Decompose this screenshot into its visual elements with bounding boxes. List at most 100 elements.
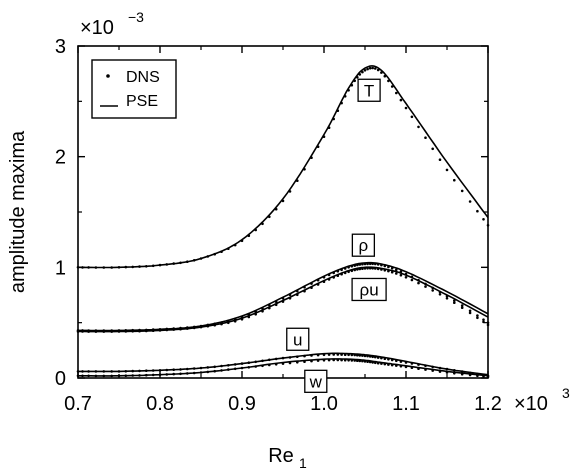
dns-point (350, 269, 354, 273)
dns-point (138, 374, 141, 377)
dns-point (124, 330, 128, 333)
x-tick-label: 1.1 (392, 393, 420, 415)
dns-point (247, 234, 251, 237)
dns-point (310, 282, 313, 285)
dns-point (316, 145, 320, 148)
dns-point (374, 67, 377, 70)
dns-point (213, 369, 216, 373)
dns-point (102, 370, 106, 373)
dns-point (347, 89, 350, 92)
dns-point (322, 280, 326, 284)
dns-point (332, 271, 336, 275)
dns-point (310, 359, 313, 363)
dns-point (81, 330, 84, 333)
dns-point (94, 374, 98, 378)
dns-point (281, 297, 285, 300)
dns-point (390, 270, 394, 274)
dns-point (145, 369, 148, 373)
dns-point (327, 126, 331, 129)
dns-point (417, 281, 420, 285)
dns-point (322, 135, 326, 138)
dns-point (158, 369, 162, 372)
dns-point (179, 261, 182, 265)
dns-point (366, 360, 369, 364)
dns-point (366, 267, 369, 270)
dns-point (151, 373, 155, 377)
dns-point (356, 359, 359, 363)
dns-point (366, 67, 369, 71)
dns-point (179, 327, 182, 331)
dns-point (343, 353, 347, 357)
dns-point (87, 374, 90, 378)
dns-point (424, 364, 427, 368)
dns-point (410, 278, 414, 282)
dns-point (254, 365, 257, 368)
dns-point (322, 359, 326, 362)
dns-point (363, 267, 367, 270)
dns-point (347, 270, 350, 274)
dns-point (376, 68, 380, 72)
dns-point (240, 318, 244, 321)
pse-line-rho (78, 261, 489, 332)
dns-point (254, 360, 257, 364)
dns-point (343, 358, 347, 362)
dns-point (361, 267, 364, 271)
dns-point (206, 366, 210, 369)
dns-point (336, 274, 340, 278)
dns-point (81, 370, 84, 373)
dns-point (399, 273, 403, 277)
dns-point (343, 95, 347, 98)
dns-point (356, 268, 359, 271)
dns-point (332, 276, 336, 279)
dns-point (165, 368, 169, 372)
y-tick-label: 1 (55, 257, 66, 279)
dns-point (383, 264, 387, 268)
curve-label-box (351, 233, 376, 257)
curve-label-box (286, 327, 310, 351)
dns-point (131, 369, 134, 373)
dns-point (363, 354, 367, 358)
dns-point (350, 353, 354, 357)
dns-point (165, 373, 169, 376)
dns-point (476, 314, 479, 317)
dns-point (316, 353, 320, 357)
dns-point (274, 363, 278, 366)
dns-point (445, 168, 449, 172)
dns-point (417, 367, 420, 371)
curve-label-box (351, 277, 387, 302)
dns-point (453, 178, 456, 182)
dns-point (227, 364, 230, 367)
dns-point (358, 263, 362, 266)
dns-point (316, 283, 320, 286)
dns-point (296, 179, 299, 182)
curve-label-text: T (364, 81, 374, 100)
dns-point (233, 243, 237, 247)
dns-point (350, 83, 354, 87)
dns-points-rho (76, 262, 490, 332)
curve-label-t: T (357, 78, 381, 102)
curve-label-rho: ρ (351, 233, 376, 257)
dns-point (124, 374, 128, 378)
dns-point (404, 365, 408, 369)
dns-point (336, 109, 340, 112)
dns-point (387, 358, 390, 361)
curve-label-text: ρ (359, 236, 369, 255)
dns-point (254, 228, 257, 232)
dns-point (387, 363, 390, 366)
dns-point (288, 361, 292, 365)
dns-point (358, 354, 362, 357)
dns-point (179, 372, 182, 376)
dns-point (186, 372, 189, 375)
dns-point (383, 269, 387, 272)
dns-point (482, 318, 485, 322)
dns-point (268, 363, 271, 367)
x-tick-label: 0.9 (228, 393, 256, 415)
dns-point (303, 360, 306, 364)
dns-point (468, 309, 472, 313)
dns-point (110, 370, 113, 373)
dns-point (395, 272, 398, 275)
x-axis-label-subscript: 1 (299, 455, 307, 471)
dns-point (158, 329, 162, 332)
dns-point (350, 265, 354, 268)
dns-point (274, 300, 278, 304)
